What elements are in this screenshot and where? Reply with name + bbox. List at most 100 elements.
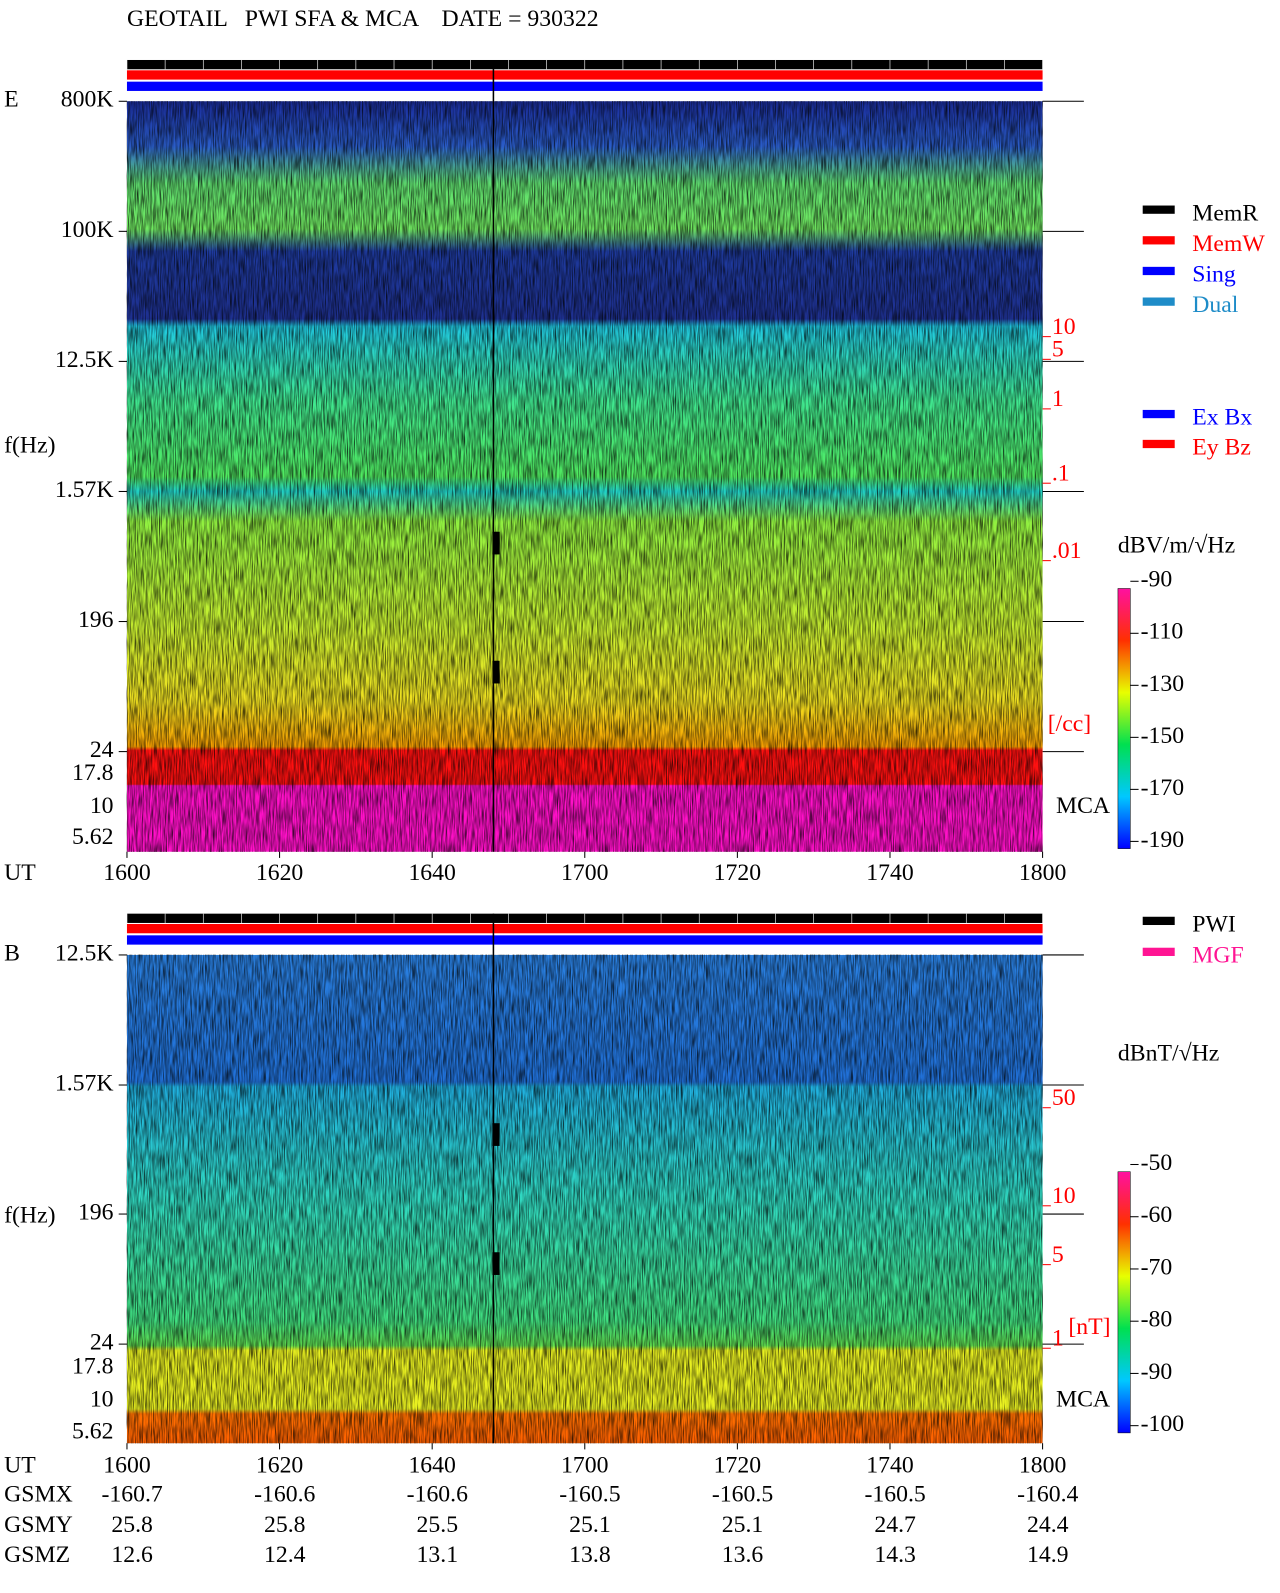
legend-label: MGF xyxy=(1192,942,1243,968)
orbit-value: 25.5 xyxy=(417,1512,459,1538)
x-tick-label: 1720 xyxy=(714,860,761,886)
y-tick-label: 196 xyxy=(78,1200,114,1226)
density-tick-label: .01 xyxy=(1052,538,1082,564)
colorbar-tick-label: -80 xyxy=(1141,1307,1173,1333)
y-axis-label: f(Hz) xyxy=(4,433,55,459)
legend-label: MemR xyxy=(1192,200,1258,226)
orbit-value: -160.5 xyxy=(712,1481,773,1507)
orbit-value: 14.3 xyxy=(874,1542,916,1568)
gap-block xyxy=(492,660,500,684)
orbit-value: 25.8 xyxy=(111,1512,153,1538)
y-tick-label: 1.57K xyxy=(55,1070,114,1096)
y-tick-label: 24 xyxy=(90,737,114,763)
legend-swatch xyxy=(1142,409,1175,419)
colorbar-tick-label: -100 xyxy=(1141,1411,1185,1437)
colorbar xyxy=(1117,588,1131,849)
orbit-value: 12.6 xyxy=(111,1542,153,1568)
x-axis-label: UT xyxy=(4,1452,36,1478)
orbit-value: -160.6 xyxy=(254,1481,315,1507)
colorbar-unit: dBV/m/√Hz xyxy=(1118,533,1235,559)
y-tick-label: 800K xyxy=(61,87,114,113)
orbit-value: -160.5 xyxy=(864,1481,925,1507)
x-tick-label: 1740 xyxy=(866,860,913,886)
x-tick-label: 1620 xyxy=(256,1452,303,1478)
orbit-value: 12.4 xyxy=(264,1542,306,1568)
legend-label: PWI xyxy=(1192,912,1236,938)
orbit-value: 25.1 xyxy=(569,1512,611,1538)
colorbar-tick-label: -150 xyxy=(1141,723,1185,749)
orbit-value: 24.7 xyxy=(874,1512,916,1538)
density-tick-label: 5 xyxy=(1052,1242,1064,1268)
density-tick-label: 5 xyxy=(1052,337,1064,363)
orbit-value: 25.1 xyxy=(722,1512,764,1538)
status-bar xyxy=(126,923,1043,934)
x-tick-label: 1720 xyxy=(714,1452,761,1478)
orbit-value: 13.8 xyxy=(569,1542,611,1568)
y-tick-label: 5.62 xyxy=(72,824,114,850)
colorbar-tick-label: -110 xyxy=(1141,619,1184,645)
mca-label: MCA xyxy=(1056,1386,1110,1412)
y-tick-label: 5.62 xyxy=(72,1418,114,1444)
orbit-value: 13.6 xyxy=(722,1542,764,1568)
x-tick-label: 1740 xyxy=(866,1452,913,1478)
x-tick-label: 1700 xyxy=(561,1452,608,1478)
density-tick-label: 1 xyxy=(1052,1325,1064,1351)
y-tick-label: 12.5K xyxy=(55,940,114,966)
orbit-value: -160.6 xyxy=(407,1481,468,1507)
x-tick-label: 1620 xyxy=(256,860,303,886)
legend-label: Sing xyxy=(1192,262,1236,288)
legend-swatch xyxy=(1142,439,1175,449)
gap-block xyxy=(492,531,500,555)
colorbar-tick-label: -190 xyxy=(1141,827,1185,853)
mca-label: MCA xyxy=(1056,793,1110,819)
legend-swatch xyxy=(1142,947,1175,956)
y-tick-label: 100K xyxy=(61,217,114,243)
status-bar xyxy=(126,70,1043,80)
density-tick-label: .1 xyxy=(1052,460,1070,486)
density-tick-label: 10 xyxy=(1052,314,1076,340)
spectrogram-noise xyxy=(126,101,1043,852)
status-bar xyxy=(126,935,1043,945)
x-tick-label: 1800 xyxy=(1019,860,1066,886)
x-tick-label: 1640 xyxy=(408,1452,455,1478)
colorbar-tick-label: -130 xyxy=(1141,671,1185,697)
colorbar-tick-label: -170 xyxy=(1141,775,1185,801)
colorbar-tick-label: -50 xyxy=(1141,1150,1173,1176)
x-tick-label: 1600 xyxy=(103,860,150,886)
legend-label: MemW xyxy=(1192,231,1265,257)
panel-label: E xyxy=(4,87,19,113)
y-tick-label: 24 xyxy=(90,1330,114,1356)
legend-swatch xyxy=(1142,266,1175,276)
legend-swatch xyxy=(1142,916,1175,926)
density-unit: [/cc] xyxy=(1048,711,1091,737)
spectrogram-noise xyxy=(126,954,1043,1444)
y-tick-label: 1.57K xyxy=(55,477,114,503)
orbit-value: 24.4 xyxy=(1027,1512,1069,1538)
colorbar-tick-label: -90 xyxy=(1141,567,1173,593)
y-axis-label: f(Hz) xyxy=(4,1203,55,1229)
legend-label: Ey Bz xyxy=(1192,435,1251,461)
density-tick-label: 10 xyxy=(1052,1183,1076,1209)
gap-block xyxy=(492,1252,500,1275)
orbit-row-label: GSMX xyxy=(4,1481,73,1507)
orbit-row-label: GSMZ xyxy=(4,1542,70,1568)
legend-swatch xyxy=(1142,205,1175,214)
x-axis-label: UT xyxy=(4,860,36,886)
colorbar-tick-label: -90 xyxy=(1141,1359,1173,1385)
legend-swatch xyxy=(1142,297,1175,306)
colorbar-unit: dBnT/√Hz xyxy=(1118,1041,1219,1067)
x-tick-label: 1600 xyxy=(103,1452,150,1478)
y-tick-label: 17.8 xyxy=(72,1353,114,1379)
y-tick-label: 10 xyxy=(90,1386,114,1412)
orbit-value: 25.8 xyxy=(264,1512,306,1538)
orbit-value: -160.4 xyxy=(1017,1481,1078,1507)
legend-swatch xyxy=(1142,236,1175,245)
x-tick-label: 1640 xyxy=(408,860,455,886)
colorbar-tick-label: -70 xyxy=(1141,1254,1173,1280)
density-tick-label: 1 xyxy=(1052,386,1064,412)
density-tick-label: 50 xyxy=(1052,1085,1076,1111)
density-unit: [nT] xyxy=(1068,1314,1110,1340)
y-tick-label: 196 xyxy=(78,607,114,633)
y-tick-label: 10 xyxy=(90,793,114,819)
status-bar xyxy=(126,81,1043,91)
